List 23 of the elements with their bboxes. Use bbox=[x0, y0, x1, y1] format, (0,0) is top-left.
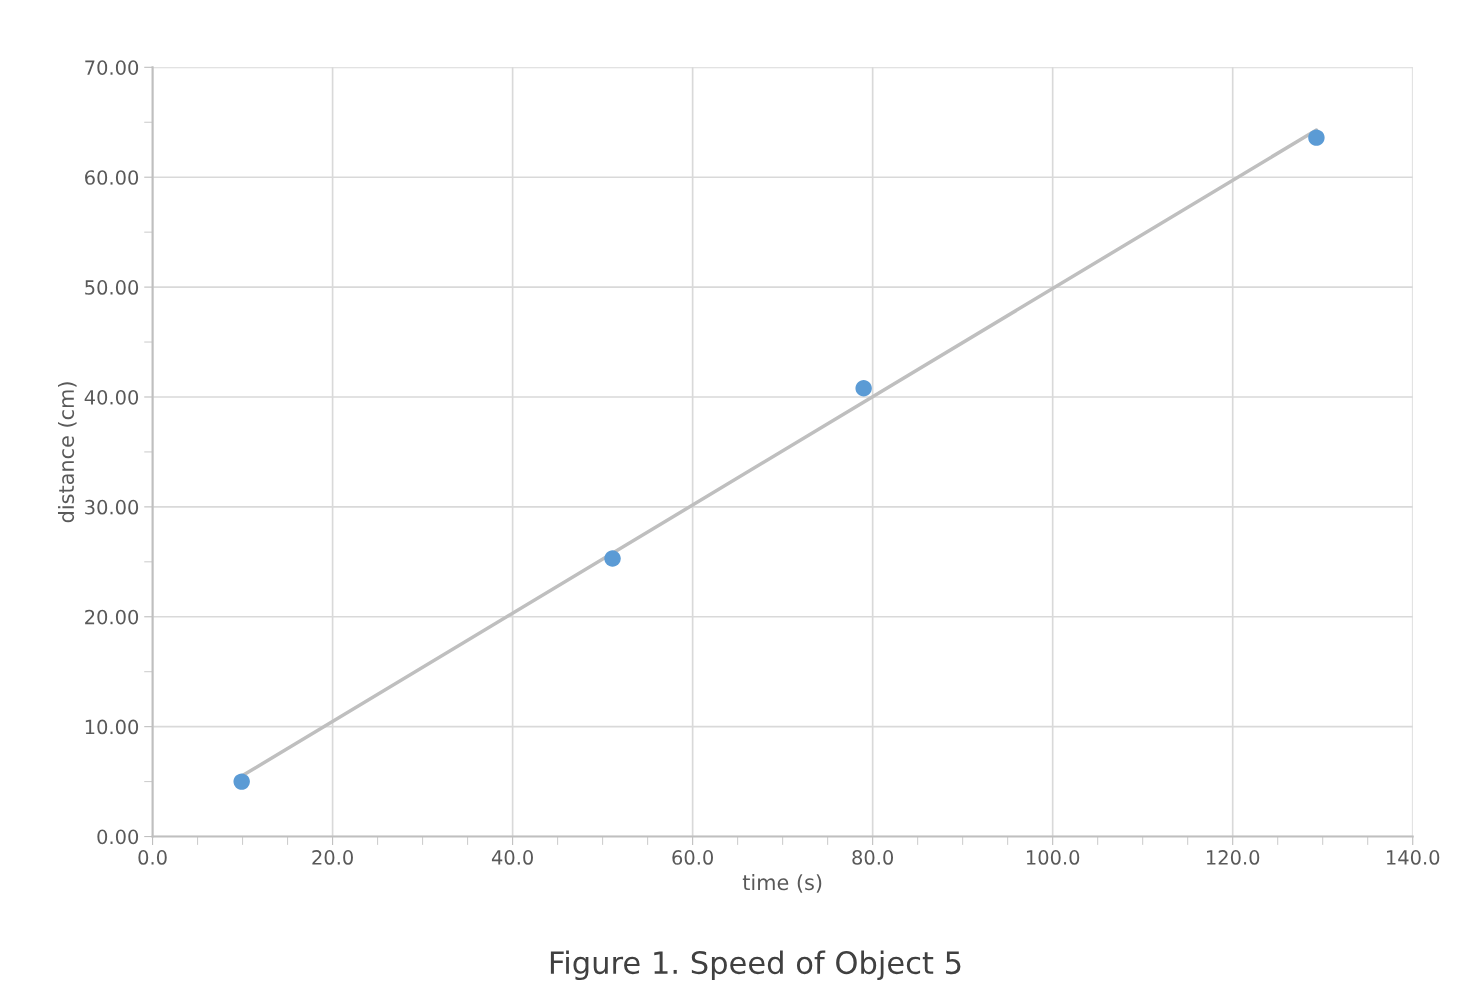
point bbox=[1308, 129, 1325, 146]
x-tick-label: 140.0 bbox=[1387, 850, 1440, 865]
y-axis-title: distance (cm) bbox=[57, 382, 77, 523]
x-tick-label: 60.0 bbox=[672, 850, 713, 865]
x-axis-title: time (s) bbox=[742, 874, 822, 893]
y-tick-label: 50.00 bbox=[85, 280, 139, 295]
y-tick-label: 10.00 bbox=[85, 719, 139, 735]
x-tick-label: 80.0 bbox=[852, 850, 894, 865]
point bbox=[233, 773, 250, 790]
x-tick-label: 40.0 bbox=[491, 850, 533, 865]
y-tick-label: 20.00 bbox=[85, 609, 139, 625]
point bbox=[855, 379, 872, 397]
x-tick-label: 100.0 bbox=[1026, 850, 1080, 865]
y-tick-label: 40.00 bbox=[84, 389, 139, 405]
y-tick-label: 60.00 bbox=[85, 170, 139, 185]
y-tick-label: 30.00 bbox=[85, 499, 139, 515]
y-tick-label: 0.00 bbox=[97, 829, 139, 845]
x-tick-label: 120.0 bbox=[1207, 850, 1260, 865]
y-tick-label: 70.00 bbox=[85, 60, 139, 75]
point bbox=[604, 550, 621, 567]
x-tick-label: 0.0 bbox=[138, 850, 167, 865]
x-tick-label: 20.0 bbox=[312, 850, 353, 865]
text: Figure 1. Speed of Object 5 bbox=[550, 950, 961, 981]
